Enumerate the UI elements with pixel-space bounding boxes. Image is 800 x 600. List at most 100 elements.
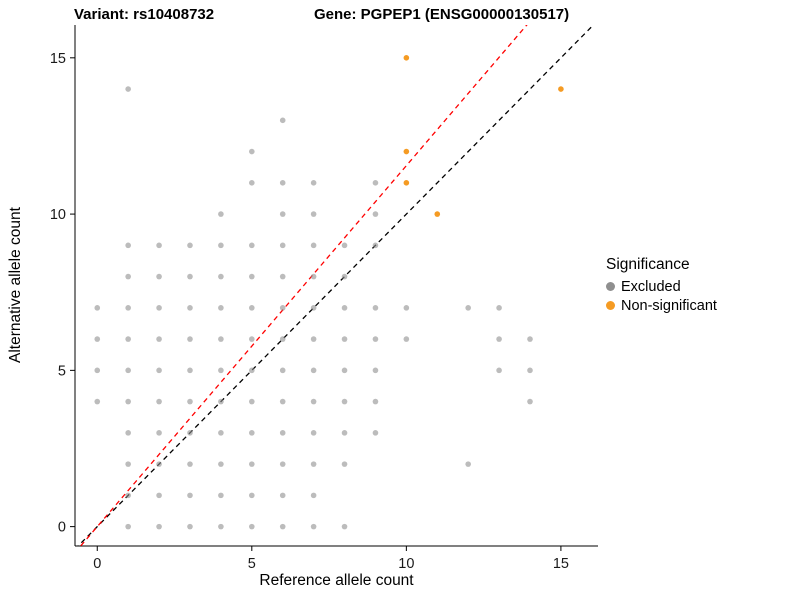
point-excluded bbox=[218, 398, 224, 405]
point-excluded bbox=[496, 305, 502, 311]
point-excluded bbox=[527, 336, 533, 342]
point-excluded bbox=[279, 430, 286, 436]
point-excluded bbox=[187, 492, 193, 499]
x-axis-label: Reference allele count bbox=[259, 572, 414, 589]
point-excluded bbox=[403, 305, 410, 311]
point-excluded bbox=[125, 242, 131, 249]
identity-line bbox=[77, 25, 595, 546]
point-excluded bbox=[310, 492, 317, 499]
point-excluded bbox=[187, 305, 193, 311]
point-non-significant bbox=[558, 86, 564, 92]
point-excluded bbox=[249, 523, 255, 530]
point-excluded bbox=[249, 148, 255, 155]
legend-title: Significance bbox=[606, 256, 690, 273]
point-excluded bbox=[310, 211, 317, 217]
point-excluded bbox=[372, 211, 379, 217]
point-excluded bbox=[94, 305, 101, 311]
point-excluded bbox=[156, 523, 162, 530]
point-excluded bbox=[249, 305, 255, 311]
point-excluded bbox=[341, 398, 348, 405]
point-excluded bbox=[372, 430, 379, 436]
point-excluded bbox=[94, 336, 101, 342]
point-excluded bbox=[94, 398, 101, 405]
point-non-significant bbox=[403, 180, 410, 186]
point-excluded bbox=[187, 461, 193, 467]
point-excluded bbox=[218, 430, 224, 436]
point-excluded bbox=[125, 367, 131, 374]
point-excluded bbox=[187, 398, 193, 405]
point-excluded bbox=[279, 523, 286, 530]
point-excluded bbox=[156, 273, 162, 280]
point-excluded bbox=[372, 180, 379, 186]
point-excluded bbox=[341, 273, 348, 280]
point-excluded bbox=[218, 461, 224, 467]
point-non-significant bbox=[434, 211, 441, 217]
point-excluded bbox=[279, 211, 286, 217]
point-excluded bbox=[249, 273, 255, 280]
point-excluded bbox=[125, 461, 131, 467]
point-excluded bbox=[310, 180, 317, 186]
point-excluded bbox=[156, 461, 162, 467]
point-excluded bbox=[156, 398, 162, 405]
point-excluded bbox=[249, 430, 255, 436]
point-excluded bbox=[310, 273, 317, 280]
point-excluded bbox=[249, 180, 255, 186]
point-excluded bbox=[341, 523, 348, 530]
plot-title-gene: Gene: PGPEP1 (ENSG00000130517) bbox=[314, 6, 570, 23]
point-excluded bbox=[527, 398, 533, 405]
point-excluded bbox=[125, 336, 131, 342]
point-excluded bbox=[310, 523, 317, 530]
point-excluded bbox=[496, 336, 502, 342]
point-excluded bbox=[279, 336, 286, 342]
point-excluded bbox=[279, 492, 286, 499]
point-excluded bbox=[218, 523, 224, 530]
point-excluded bbox=[372, 242, 379, 249]
point-excluded bbox=[218, 273, 224, 280]
fit-line bbox=[79, 25, 528, 546]
plot-title-variant: Variant: rs10408732 bbox=[74, 6, 215, 23]
point-excluded bbox=[125, 523, 131, 530]
y-tick-label: 0 bbox=[58, 520, 66, 536]
y-axis-label: Alternative allele count bbox=[7, 207, 24, 363]
point-excluded bbox=[310, 336, 317, 342]
x-tick-label: 0 bbox=[93, 556, 101, 572]
legend-item-label: Excluded bbox=[621, 278, 681, 295]
point-excluded bbox=[218, 211, 224, 217]
point-excluded bbox=[156, 492, 162, 499]
point-excluded bbox=[249, 492, 255, 499]
point-excluded bbox=[279, 180, 286, 186]
point-excluded bbox=[125, 305, 131, 311]
point-excluded bbox=[249, 398, 255, 405]
point-excluded bbox=[156, 367, 162, 374]
point-excluded bbox=[403, 336, 410, 342]
point-excluded bbox=[527, 367, 533, 374]
point-excluded bbox=[125, 86, 131, 92]
point-excluded bbox=[372, 398, 379, 405]
point-excluded bbox=[249, 461, 255, 467]
point-excluded bbox=[156, 430, 162, 436]
point-excluded bbox=[341, 430, 348, 436]
x-tick-label: 10 bbox=[398, 556, 414, 572]
point-excluded bbox=[187, 336, 193, 342]
point-excluded bbox=[310, 398, 317, 405]
point-excluded bbox=[279, 398, 286, 405]
point-excluded bbox=[372, 305, 379, 311]
legend-item-nonsignificant: Non-significant bbox=[606, 296, 717, 315]
point-excluded bbox=[310, 430, 317, 436]
legend: Significance Excluded Non-significant bbox=[606, 256, 717, 315]
point-excluded bbox=[218, 336, 224, 342]
point-excluded bbox=[496, 367, 502, 374]
point-excluded bbox=[465, 461, 471, 467]
point-excluded bbox=[310, 305, 317, 311]
point-non-significant bbox=[403, 148, 410, 155]
x-tick-label: 15 bbox=[553, 556, 569, 572]
point-excluded bbox=[156, 336, 162, 342]
point-excluded bbox=[156, 305, 162, 311]
point-excluded bbox=[156, 242, 162, 249]
point-excluded bbox=[372, 367, 379, 374]
y-tick-label: 5 bbox=[58, 363, 66, 379]
legend-item-label: Non-significant bbox=[621, 297, 717, 314]
point-excluded bbox=[249, 242, 255, 249]
y-tick-label: 10 bbox=[50, 207, 66, 223]
point-excluded bbox=[341, 461, 348, 467]
